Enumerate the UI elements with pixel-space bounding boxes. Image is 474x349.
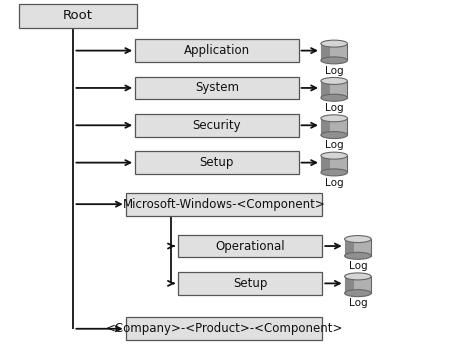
Ellipse shape [321,169,347,176]
Text: Log: Log [325,103,344,113]
Ellipse shape [321,152,347,159]
Polygon shape [345,276,371,293]
Polygon shape [321,44,347,60]
Ellipse shape [321,132,347,139]
Ellipse shape [345,273,371,280]
Polygon shape [345,276,354,293]
Text: Root: Root [63,9,93,22]
FancyBboxPatch shape [135,77,299,99]
Ellipse shape [321,40,347,47]
Text: Log: Log [348,298,367,309]
Text: Log: Log [325,178,344,188]
Text: Log: Log [325,66,344,76]
Polygon shape [345,239,371,256]
Text: <Company>-<Product>-<Component>: <Company>-<Product>-<Component> [105,322,343,335]
Ellipse shape [321,115,347,122]
Ellipse shape [321,57,347,64]
Text: System: System [195,81,239,95]
FancyBboxPatch shape [126,318,322,340]
Ellipse shape [345,252,371,259]
Ellipse shape [345,290,371,297]
Polygon shape [321,81,330,98]
Text: Log: Log [325,140,344,150]
FancyBboxPatch shape [126,193,322,216]
Text: Operational: Operational [215,239,285,253]
Text: Setup: Setup [200,156,234,169]
Ellipse shape [345,236,371,243]
Text: Setup: Setup [233,277,267,290]
FancyBboxPatch shape [178,272,322,295]
Text: Log: Log [348,261,367,271]
Text: Security: Security [192,119,241,132]
Polygon shape [321,156,330,172]
Polygon shape [321,44,330,60]
FancyBboxPatch shape [178,235,322,258]
Polygon shape [321,118,330,135]
FancyBboxPatch shape [135,151,299,174]
Polygon shape [321,118,347,135]
Ellipse shape [321,77,347,84]
Polygon shape [321,81,347,98]
Polygon shape [345,239,354,256]
Text: Application: Application [184,44,250,57]
FancyBboxPatch shape [135,39,299,62]
FancyBboxPatch shape [135,114,299,136]
Polygon shape [321,156,347,172]
Text: Microsoft-Windows-<Component>: Microsoft-Windows-<Component> [123,198,325,211]
Ellipse shape [321,94,347,101]
FancyBboxPatch shape [19,4,137,28]
